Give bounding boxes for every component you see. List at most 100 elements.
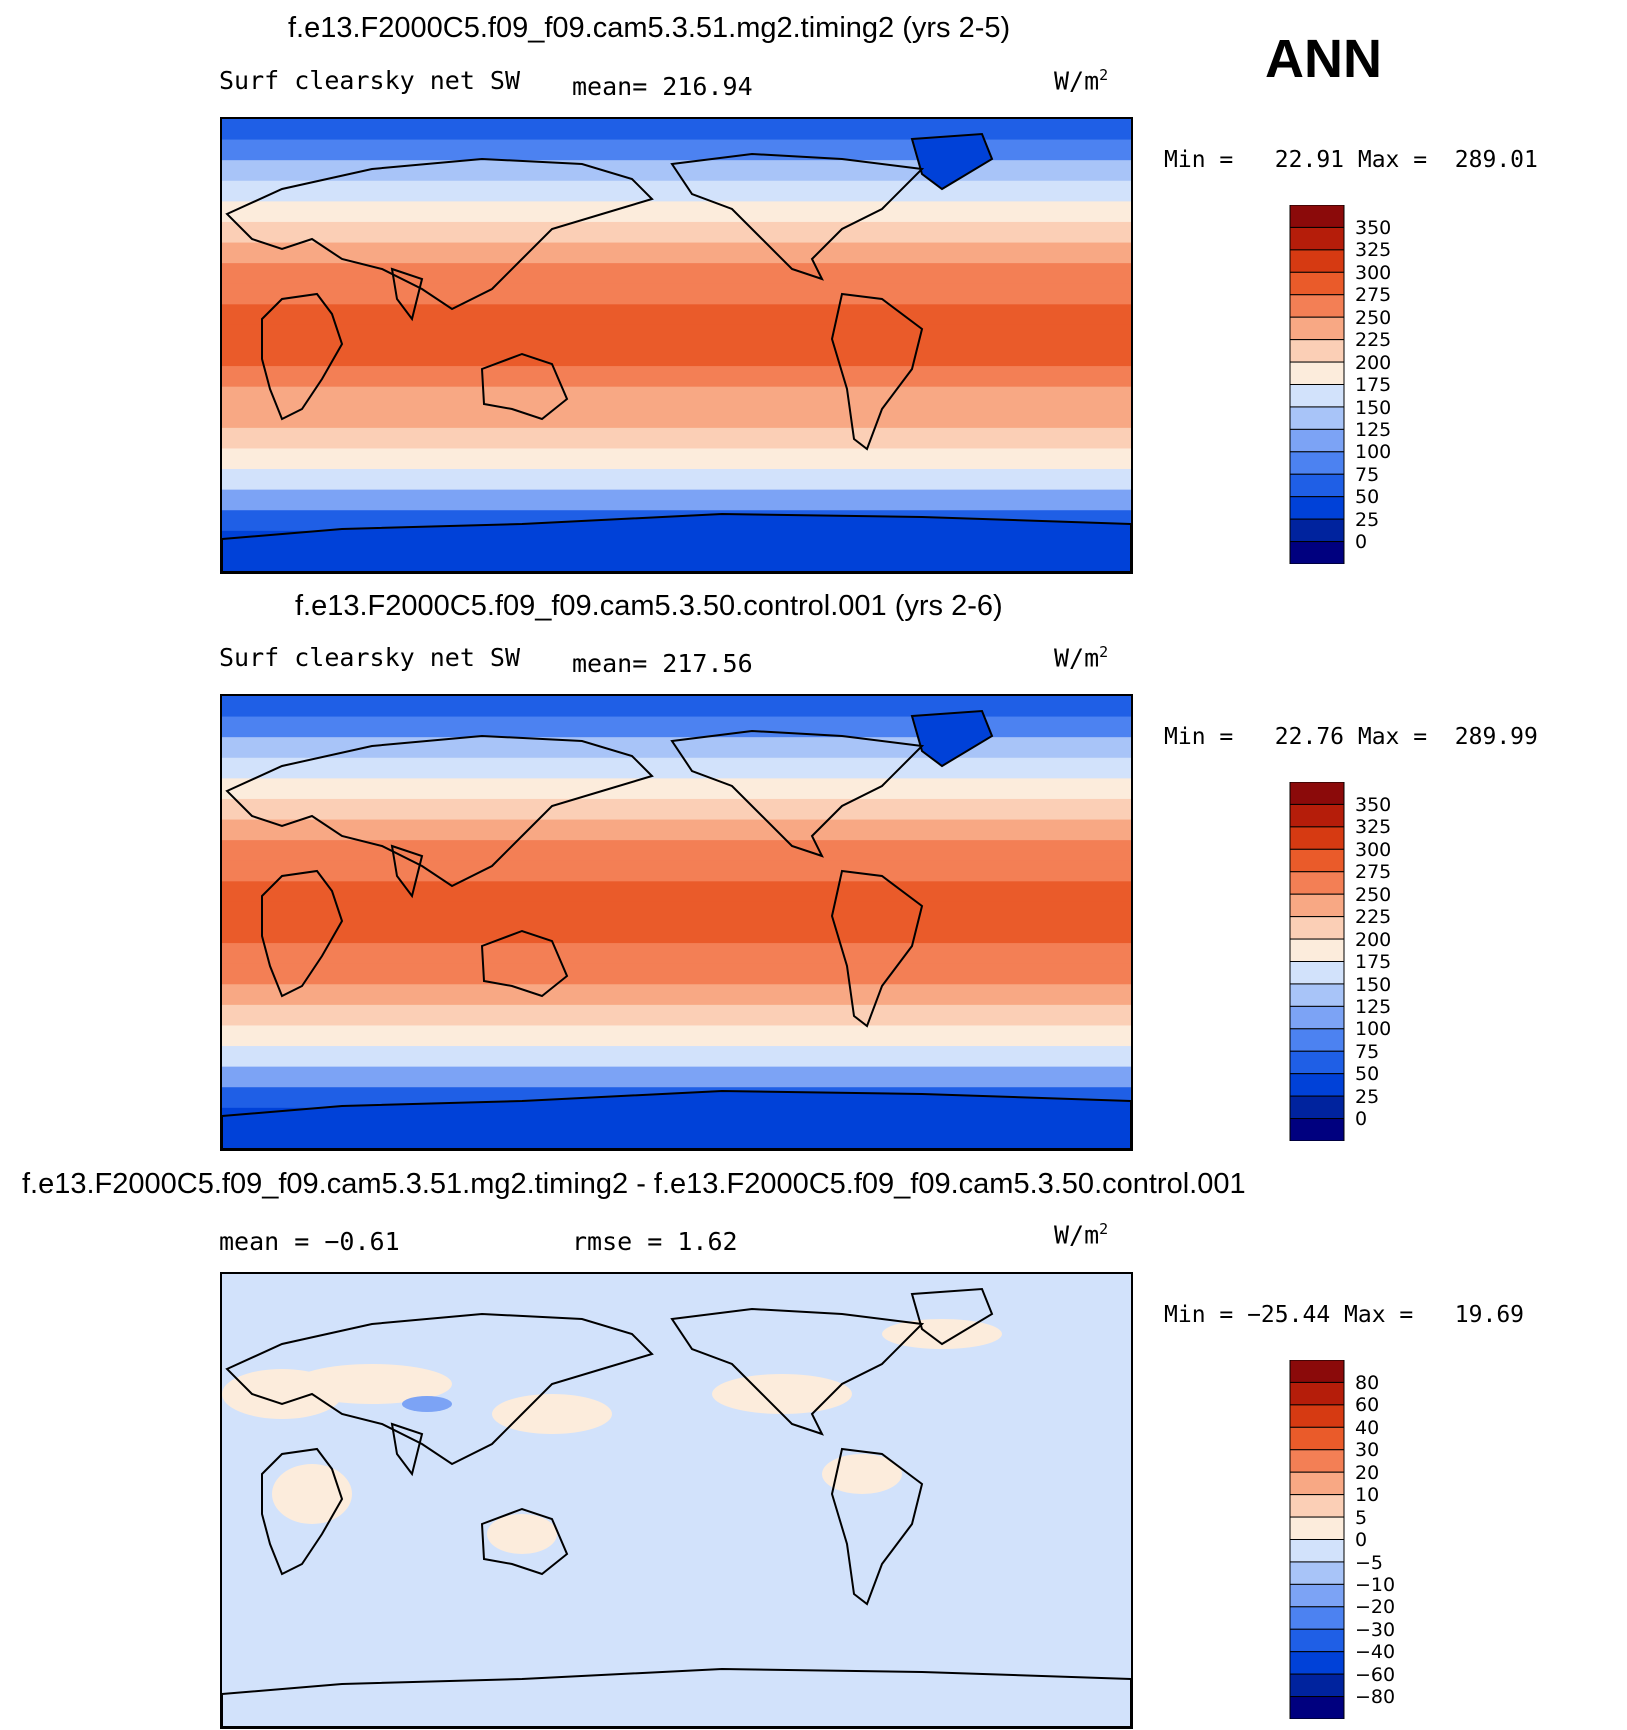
season-label: ANN — [1265, 29, 1382, 89]
colorbar-bin — [1289, 916, 1345, 940]
colorbar-bin — [1289, 473, 1345, 498]
zonal-band — [222, 860, 1131, 883]
panel3-units-text: W/m — [1054, 1220, 1100, 1250]
diff-positive-patch — [712, 1374, 852, 1414]
coastline — [830, 1447, 924, 1606]
colorbar-bin — [1289, 249, 1345, 273]
colorbar-bin — [1289, 848, 1345, 873]
panel1-colorbar — [1289, 204, 1345, 569]
panel2-title: f.e13.F2000C5.f09_f09.cam5.3.50.control.… — [295, 590, 1003, 622]
colorbar-bin — [1289, 1651, 1345, 1675]
colorbar-tick-label: 100 — [1355, 1018, 1392, 1041]
panel2-units-text: W/m — [1054, 643, 1100, 673]
coastline — [390, 1422, 424, 1477]
colorbar-bin — [1289, 1118, 1345, 1142]
panel1-minmax: Min = 22.91 Max = 289.01 — [1164, 147, 1538, 173]
colorbar-bin — [1289, 1028, 1345, 1052]
colorbar-bin — [1289, 316, 1345, 341]
colorbar-tick-label: 275 — [1355, 284, 1392, 307]
colorbar-tick-label: 100 — [1355, 441, 1392, 464]
colorbar-tick-label: 300 — [1355, 261, 1392, 284]
colorbar-tick-label: 30 — [1355, 1439, 1380, 1462]
panel1-units: W/m2 — [1054, 66, 1108, 95]
zonal-band — [222, 119, 1131, 141]
colorbar-bin — [1289, 961, 1345, 985]
colorbar-tick-label: 200 — [1355, 351, 1392, 374]
colorbar-bin — [1289, 1073, 1345, 1097]
colorbar-bin — [1289, 496, 1345, 520]
zonal-band — [222, 901, 1131, 924]
colorbar-bin — [1289, 1005, 1345, 1030]
colorbar-tick-label: 80 — [1355, 1372, 1380, 1394]
colorbar-bin — [1289, 451, 1345, 475]
colorbar-bin — [1289, 1494, 1345, 1518]
zonal-band — [222, 448, 1131, 471]
zonal-band — [222, 798, 1131, 821]
panel3-colorbar — [1289, 1359, 1345, 1724]
colorbar-bin — [1289, 1673, 1345, 1698]
zonal-band — [222, 386, 1131, 409]
colorbar-tick-label: 20 — [1355, 1461, 1380, 1484]
colorbar-bin — [1289, 1539, 1345, 1563]
colorbar-tick-label: 275 — [1355, 861, 1392, 884]
colorbar-tick-label: 325 — [1355, 816, 1392, 839]
zonal-band — [222, 696, 1131, 718]
colorbar-bin — [1289, 1471, 1345, 1496]
diff-positive-patch — [822, 1454, 902, 1494]
colorbar-bin — [1289, 1583, 1345, 1608]
colorbar-tick-label: 0 — [1355, 531, 1368, 554]
colorbar-bin — [1289, 803, 1345, 828]
panel3-mean: mean = −0.61 — [219, 1227, 400, 1256]
diff-positive-patch — [272, 1464, 352, 1524]
panel3-title: f.e13.F2000C5.f09_f09.cam5.3.51.mg2.timi… — [22, 1168, 1246, 1200]
zonal-band — [222, 922, 1131, 945]
panel3-map — [220, 1272, 1133, 1729]
diff-background — [222, 1274, 1131, 1727]
colorbar-bin — [1289, 204, 1345, 228]
zonal-band — [222, 1066, 1131, 1089]
panel2-mean: mean= 217.56 — [572, 649, 753, 678]
zonal-band — [222, 469, 1131, 491]
panel1-title: f.e13.F2000C5.f09_f09.cam5.3.51.mg2.timi… — [288, 12, 1011, 44]
zonal-band — [222, 1046, 1131, 1068]
zonal-band — [222, 757, 1131, 780]
colorbar-bin — [1289, 541, 1345, 565]
colorbar-tick-label: 175 — [1355, 951, 1392, 974]
colorbar-bin — [1289, 1628, 1345, 1653]
colorbar-bin — [1289, 1516, 1345, 1540]
coastline — [910, 132, 994, 191]
colorbar-tick-label: −40 — [1355, 1641, 1396, 1664]
colorbar-tick-label: 125 — [1355, 418, 1392, 441]
colorbar-bin — [1289, 938, 1345, 962]
colorbar-tick-label: 150 — [1355, 396, 1392, 419]
zonal-band — [222, 943, 1131, 965]
coastline — [261, 292, 344, 421]
coastline — [480, 1507, 569, 1576]
zonal-band — [222, 304, 1131, 326]
panel3-units-sup: 2 — [1099, 1220, 1109, 1238]
coastline — [222, 1089, 1131, 1149]
coastline — [910, 1287, 994, 1346]
panel2-units-sup: 2 — [1099, 643, 1109, 661]
colorbar-bin — [1289, 871, 1345, 895]
colorbar-tick-label: 225 — [1355, 906, 1392, 929]
colorbar-tick-label: 50 — [1355, 1063, 1380, 1086]
panel1-map — [220, 117, 1133, 574]
land-shade — [222, 1091, 1131, 1149]
colorbar-bin — [1289, 781, 1345, 805]
coastline — [222, 512, 1131, 572]
colorbar-tick-label: 350 — [1355, 217, 1392, 239]
panel3-rmse: rmse = 1.62 — [572, 1227, 738, 1256]
colorbar-tick-label: 125 — [1355, 995, 1392, 1018]
colorbar-tick-label: 0 — [1355, 1108, 1368, 1131]
colorbar-tick-label: 250 — [1355, 306, 1392, 329]
colorbar-tick-label: −60 — [1355, 1663, 1396, 1686]
colorbar-bin — [1289, 1381, 1345, 1406]
land-shade — [222, 514, 1131, 572]
coastline — [480, 929, 569, 998]
colorbar-tick-label: 75 — [1355, 1040, 1380, 1063]
colorbar-bin — [1289, 226, 1345, 251]
zonal-band — [222, 324, 1131, 347]
colorbar-bin — [1289, 339, 1345, 363]
coastline — [670, 729, 925, 858]
